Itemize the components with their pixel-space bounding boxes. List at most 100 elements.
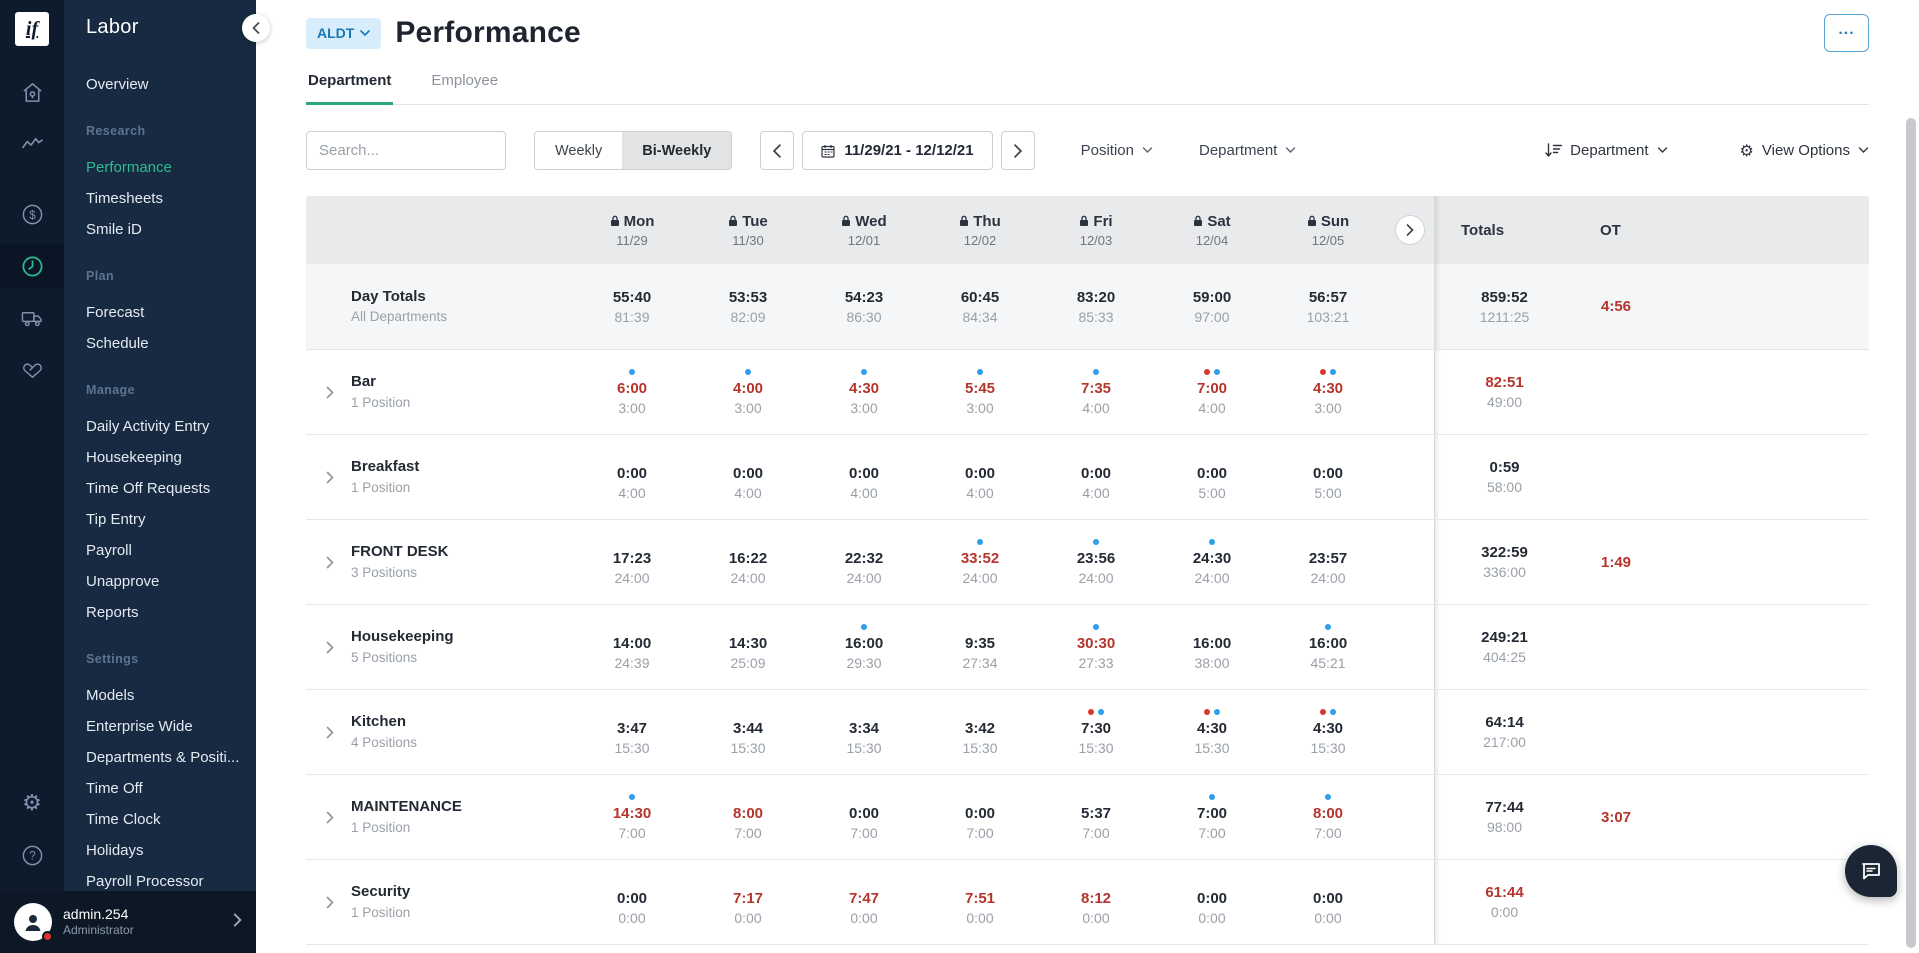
total-scheduled: 1211:25 <box>1479 308 1530 325</box>
gear-icon[interactable]: ⚙ <box>22 790 42 816</box>
toggle-bi-weekly[interactable]: Bi-Weekly <box>622 132 732 169</box>
red-dot-icon <box>1204 709 1210 716</box>
sidebar-item-overview[interactable]: Overview <box>86 76 149 93</box>
row-title: Kitchen <box>351 713 407 731</box>
chevron-left-icon <box>252 22 260 34</box>
sidebar-item-housekeeping[interactable]: Housekeeping <box>86 449 182 466</box>
blue-dot-icon <box>1325 794 1331 801</box>
more-actions-button[interactable]: ... <box>1824 14 1869 52</box>
row-totals-cell: 0:59 58:00 <box>1434 435 1564 519</box>
search-input[interactable] <box>306 131 506 170</box>
expand-row-button[interactable] <box>322 641 338 654</box>
sidebar-item-models[interactable]: Models <box>86 687 135 704</box>
expand-row-button[interactable] <box>322 726 338 739</box>
sidebar-item-performance[interactable]: Performance <box>86 159 172 176</box>
day-value-cell: 0:00 5:00 <box>1154 435 1270 519</box>
sidebar-item-payroll[interactable]: Payroll <box>86 542 132 559</box>
sidebar-item-unapprove[interactable]: Unapprove <box>86 573 160 590</box>
scheduled-hours: 7:00 <box>734 824 762 841</box>
scheduled-hours: 81:39 <box>614 308 650 325</box>
status-dots <box>1093 622 1099 633</box>
clock-icon[interactable] <box>0 244 64 288</box>
sidebar-item-timesheets[interactable]: Timesheets <box>86 190 163 207</box>
table-header-row: Mon 11/29 Tue 11/30 Wed 12/01 Thu 12/02 Fri 12/03… <box>306 196 1869 264</box>
day-value-cell: 7:47 0:00 <box>806 860 922 944</box>
day-header-mon: Mon 11/29 <box>574 196 690 264</box>
sidebar-item-smile-id[interactable]: Smile iD <box>86 221 142 238</box>
actual-hours: 14:30 <box>728 634 768 652</box>
expand-row-button[interactable] <box>322 471 338 484</box>
day-header-thu: Thu 12/02 <box>922 196 1038 264</box>
sidebar-item-reports[interactable]: Reports <box>86 604 139 621</box>
actual-hours: 14:00 <box>612 634 652 652</box>
sidebar-item-time-clock[interactable]: Time Clock <box>86 811 161 828</box>
tab-department[interactable]: Department <box>306 72 394 105</box>
sidebar-item-time-off[interactable]: Time Off <box>86 780 143 797</box>
sidebar-item-forecast[interactable]: Forecast <box>86 304 145 321</box>
sidebar-collapse-button[interactable] <box>242 14 270 42</box>
user-role: Administrator <box>63 923 134 938</box>
actual-hours: 16:22 <box>728 549 768 567</box>
next-days-button[interactable] <box>1395 215 1425 245</box>
calendar-icon <box>821 144 835 158</box>
chat-button[interactable] <box>1845 845 1897 897</box>
row-subtitle: 3 Positions <box>351 564 418 580</box>
home-icon[interactable] <box>0 70 64 114</box>
help-icon[interactable]: ? <box>0 833 64 877</box>
day-value-cell: 6:00 3:00 <box>574 350 690 434</box>
gear-icon: ⚙ <box>1739 141 1754 160</box>
expand-row-button[interactable] <box>322 811 338 824</box>
sidebar-item-departments-positi[interactable]: Departments & Positi... <box>86 749 240 766</box>
sidebar-item-daily-activity-entry[interactable]: Daily Activity Entry <box>86 418 210 435</box>
chevron-down-icon <box>1286 147 1296 153</box>
user-footer[interactable]: admin.254 Administrator <box>0 891 256 953</box>
day-value-cell: 0:00 0:00 <box>574 860 690 944</box>
nav-section-manage: Manage <box>86 383 135 397</box>
user-menu-chevron-icon[interactable] <box>233 912 242 932</box>
day-value-cell: 0:00 4:00 <box>922 435 1038 519</box>
app-logo[interactable]: if <box>15 12 49 46</box>
expand-row-button[interactable] <box>322 386 338 399</box>
date-range-display[interactable]: 11/29/21 - 12/12/21 <box>802 131 993 170</box>
vertical-scrollbar[interactable] <box>1906 118 1916 948</box>
actual-hours: 0:00 <box>964 464 996 482</box>
expand-row-button[interactable] <box>322 556 338 569</box>
sidebar-item-holidays[interactable]: Holidays <box>86 842 144 859</box>
total-actual: 77:44 <box>1485 799 1524 817</box>
trend-icon[interactable] <box>0 122 64 166</box>
sidebar-item-schedule[interactable]: Schedule <box>86 335 149 352</box>
prev-period-button[interactable] <box>760 131 795 170</box>
sidebar-item-enterprise-wide[interactable]: Enterprise Wide <box>86 718 193 735</box>
page-header: ALDT Performance ... <box>306 14 1869 52</box>
row-name-cell: Bar 1 Position <box>306 350 574 434</box>
day-value-cell: 0:00 4:00 <box>806 435 922 519</box>
day-totals-name-cell: Day Totals All Departments <box>306 264 574 349</box>
scope-selector[interactable]: ALDT <box>306 17 382 49</box>
scheduled-hours: 15:30 <box>962 739 998 756</box>
toggle-weekly[interactable]: Weekly <box>535 132 623 169</box>
tab-employee[interactable]: Employee <box>431 72 499 89</box>
sidebar-item-time-off-requests[interactable]: Time Off Requests <box>86 480 211 497</box>
scheduled-hours: 15:30 <box>1194 739 1230 756</box>
expand-row-button[interactable] <box>322 896 338 909</box>
next-period-button[interactable] <box>1000 131 1035 170</box>
hands-icon[interactable] <box>0 348 64 392</box>
truck-icon[interactable] <box>0 296 64 340</box>
table-row-security: Security 1 Position 0:00 0:00 7:17 0:00 7:47 0:… <box>306 860 1869 945</box>
position-filter-dropdown[interactable]: Position <box>1081 142 1153 159</box>
status-dots <box>977 537 983 548</box>
day-value-cell: 8:00 7:00 <box>1270 775 1386 859</box>
sort-dropdown[interactable]: Department <box>1545 142 1667 159</box>
actual-hours: 8:00 <box>1312 804 1344 822</box>
day-value-cell: 7:51 0:00 <box>922 860 1038 944</box>
chevron-down-icon <box>1858 147 1869 153</box>
actual-hours: 5:45 <box>964 379 996 397</box>
actual-hours: 55:40 <box>612 288 652 306</box>
sidebar-item-tip-entry[interactable]: Tip Entry <box>86 511 146 528</box>
dollar-icon[interactable]: $ <box>0 192 64 236</box>
table-row-housekeeping: Housekeeping 5 Positions 14:00 24:39 14:30 25… <box>306 605 1869 690</box>
department-filter-dropdown[interactable]: Department <box>1199 142 1296 159</box>
day-value-cell: 3:34 15:30 <box>806 690 922 774</box>
view-options-dropdown[interactable]: ⚙ View Options <box>1740 141 1869 160</box>
scheduled-hours: 4:00 <box>618 484 646 501</box>
